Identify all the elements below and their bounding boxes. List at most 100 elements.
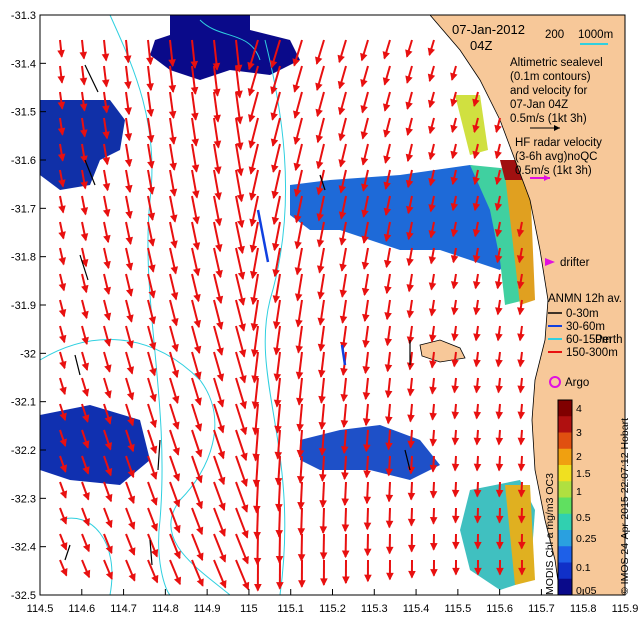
velocity-arrowhead [363,548,372,557]
y-tick-label: -31.4 [11,58,36,70]
velocity-arrowhead [451,437,460,446]
velocity-arrowhead [216,373,225,382]
velocity-arrowhead [273,373,282,382]
velocity-arrowhead [474,541,482,550]
velocity-arrowhead [360,105,368,114]
velocity-arrowhead [237,245,245,255]
velocity-arrowhead [275,556,284,564]
velocity-arrowhead [235,90,243,99]
velocity-arrowhead [293,136,301,145]
velocity-arrowhead [473,515,482,524]
credit-imos: © IMOS 24-Apr-2015 22:07:12 Hobart [619,418,631,595]
velocity-arrowhead [124,159,133,168]
velocity-arrowhead [383,155,391,164]
velocity-arrowhead [191,112,199,121]
x-tick-label: 114.9 [194,603,221,615]
velocity-arrowhead [102,157,111,166]
velocity-arrowhead [341,550,350,559]
velocity-arrowhead [80,233,89,242]
velocity-arrowhead [495,411,504,420]
velocity-arrowhead [319,500,327,508]
velocity-arrowhead [382,77,391,86]
velocity-arrowhead [316,213,324,222]
colorbar-tick-label: 0.5 [576,512,591,524]
velocity-arrowhead [81,362,90,371]
velocity-arrowhead [320,578,328,587]
velocity-arrowhead [362,418,371,427]
velocity-arrowhead [146,134,155,144]
velocity-arrowhead [428,151,436,161]
velocity-arrowhead [472,150,480,160]
velocity-arrowhead [407,388,415,397]
velocity-arrowhead [128,521,136,530]
velocity-arrowhead [105,519,113,529]
velocity-arrowhead [382,103,391,112]
velocity-arrowhead [427,73,436,83]
velocity-arrowhead [241,555,249,565]
velocity-arrowhead [196,526,204,536]
velocity-arrowhead [385,468,393,477]
velocity-arrowhead [315,82,323,91]
velocity-arrowhead [103,260,111,270]
velocity-arrowhead [341,498,349,507]
velocity-arrowhead [517,385,525,394]
colorbar-segment [558,481,572,498]
velocity-arrowhead [427,47,436,56]
velocity-arrowhead [148,264,156,273]
colorbar-tick-label: 2 [576,451,582,463]
velocity-arrowhead [384,312,392,321]
legend-drifter-label: drifter [560,257,590,269]
velocity-arrowhead [451,333,459,342]
velocity-arrowhead [241,504,249,513]
velocity-arrowhead [272,242,280,252]
velocity-arrowhead [428,308,437,317]
velocity-arrowhead [271,216,280,226]
velocity-arrowhead [429,516,438,525]
velocity-arrowhead [192,268,201,277]
velocity-arrowhead [276,582,284,590]
velocity-arrowhead [319,552,328,561]
velocity-arrowhead [105,467,113,477]
velocity-arrowhead [318,395,326,404]
velocity-arrowhead [472,124,480,134]
velocity-arrowhead [237,271,246,280]
velocity-arrowhead [148,342,157,351]
velocity-arrowhead [248,140,256,149]
x-tick-label: 115.2 [319,603,346,615]
velocity-arrowhead [59,438,67,447]
velocity-arrowhead [239,375,247,384]
velocity-arrowhead [169,136,177,145]
velocity-arrowhead [234,64,243,73]
x-tick-label: 115 [240,603,258,615]
velocity-arrowhead [102,209,111,218]
velocity-arrowhead [57,75,66,84]
velocity-arrowhead [60,568,68,577]
velocity-arrowhead [472,176,480,186]
colorbar-segment [558,513,572,531]
velocity-arrowhead [294,267,303,276]
velocity-arrowhead [126,340,134,349]
velocity-arrowhead [384,390,393,399]
velocity-arrowhead [382,51,390,60]
velocity-arrowhead [316,187,324,196]
velocity-arrowhead [452,567,460,576]
velocity-arrowhead [338,159,346,168]
place-label-perth: Perth [595,334,623,346]
velocity-arrowhead [196,578,204,587]
velocity-arrowhead [151,574,159,584]
velocity-arrowhead [151,549,159,558]
velocity-arrowhead [79,51,88,60]
velocity-arrowhead [451,359,459,368]
velocity-arrowhead [295,345,304,354]
velocity-arrowhead [473,359,481,368]
velocity-arrowhead [58,257,66,266]
velocity-arrowhead [405,101,413,110]
velocity-arrowhead [294,215,302,224]
velocity-arrowhead [296,449,305,458]
velocity-arrowhead [80,259,89,268]
velocity-arrowhead [362,313,370,323]
velocity-arrowhead [57,153,66,162]
velocity-arrowhead [82,414,90,423]
velocity-arrowhead [407,518,416,527]
velocity-arrowhead [494,202,503,212]
